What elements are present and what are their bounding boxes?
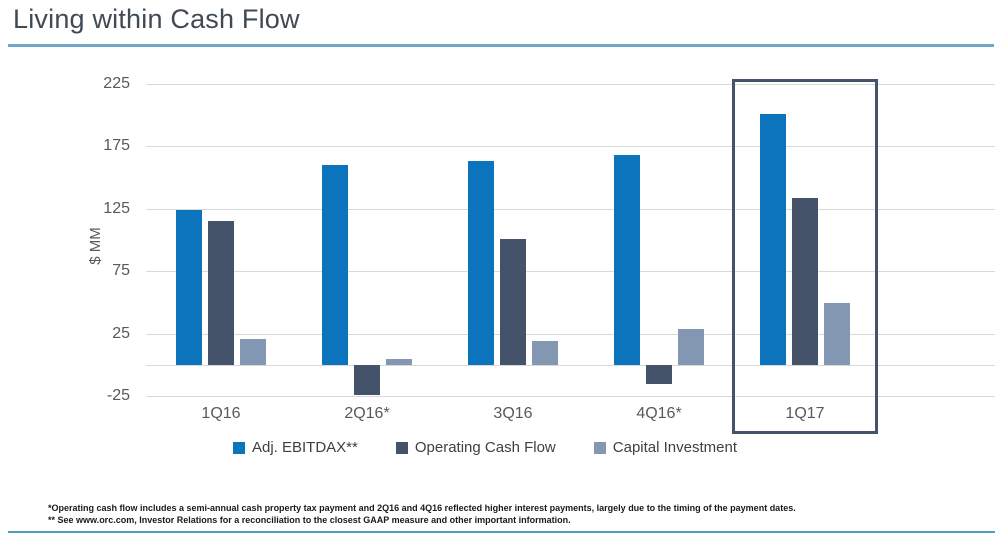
x-label-2q16: 2Q16*	[344, 405, 390, 422]
bar-adj-ebitdax-1q17	[760, 113, 786, 365]
legend-swatch-operating-cash-flow	[395, 441, 408, 454]
legend-swatch-adj-ebitdax	[232, 441, 245, 454]
bar-operating-cash-flow-1q17	[792, 197, 818, 365]
y-tick-25: 25	[112, 324, 130, 342]
footnote-gaap-reconciliation: ** See www.orc.com, Investor Relations f…	[48, 515, 571, 525]
bar-operating-cash-flow-2q16	[354, 365, 380, 395]
title-underline	[8, 44, 994, 47]
bar-adj-ebitdax-4q16	[614, 155, 640, 365]
y-tick-125: 125	[103, 199, 130, 217]
page-title: Living within Cash Flow	[13, 4, 300, 34]
chart-legend: Adj. EBITDAX** Operating Cash Flow Capital…	[0, 439, 970, 456]
legend-swatch-capital-investment	[593, 441, 606, 454]
gridline--25	[146, 396, 995, 398]
legend-label-operating-cash-flow: Operating Cash Flow	[414, 439, 556, 456]
legend-item-capital-investment: Capital Investment	[593, 439, 737, 456]
y-tick-175: 175	[103, 137, 130, 155]
y-tick--25: -25	[106, 387, 130, 405]
x-label-3q16: 3Q16	[493, 405, 533, 422]
bar-operating-cash-flow-1q16	[208, 221, 234, 365]
legend-item-adj-ebitdax: Adj. EBITDAX**	[232, 439, 358, 456]
bar-adj-ebitdax-1q16	[176, 210, 202, 365]
bottom-accent-line	[8, 531, 995, 533]
bar-capital-investment-1q17	[824, 302, 850, 365]
bar-capital-investment-3q16	[532, 341, 558, 365]
x-label-1q17: 1Q17	[785, 405, 825, 422]
x-label-4q16: 4Q16*	[636, 405, 682, 422]
gridline-75	[146, 271, 995, 273]
bar-adj-ebitdax-3q16	[468, 161, 494, 365]
bar-adj-ebitdax-2q16	[322, 165, 348, 365]
y-tick-225: 225	[103, 74, 130, 92]
bar-operating-cash-flow-3q16	[500, 238, 526, 365]
gridline-0	[146, 365, 995, 366]
y-axis-label: $ MM	[87, 227, 104, 265]
legend-label-capital-investment: Capital Investment	[612, 439, 737, 456]
gridline-25	[146, 333, 995, 335]
bar-capital-investment-4q16	[678, 328, 704, 365]
legend-label-adj-ebitdax: Adj. EBITDAX**	[251, 439, 358, 456]
legend-item-operating-cash-flow: Operating Cash Flow	[395, 439, 556, 456]
footnotes: *Operating cash flow includes a semi-ann…	[48, 502, 796, 526]
highlight-box-1q17	[732, 79, 878, 434]
bar-capital-investment-2q16	[386, 358, 412, 365]
gridline-175	[146, 146, 995, 148]
bar-capital-investment-1q16	[240, 338, 266, 365]
y-tick-75: 75	[112, 262, 130, 280]
bar-operating-cash-flow-4q16	[646, 365, 672, 384]
footnote-operating-cash-flow: *Operating cash flow includes a semi-ann…	[48, 503, 796, 513]
x-label-1q16: 1Q16	[201, 405, 241, 422]
gridline-225	[146, 83, 995, 85]
gridline-125	[146, 208, 995, 210]
